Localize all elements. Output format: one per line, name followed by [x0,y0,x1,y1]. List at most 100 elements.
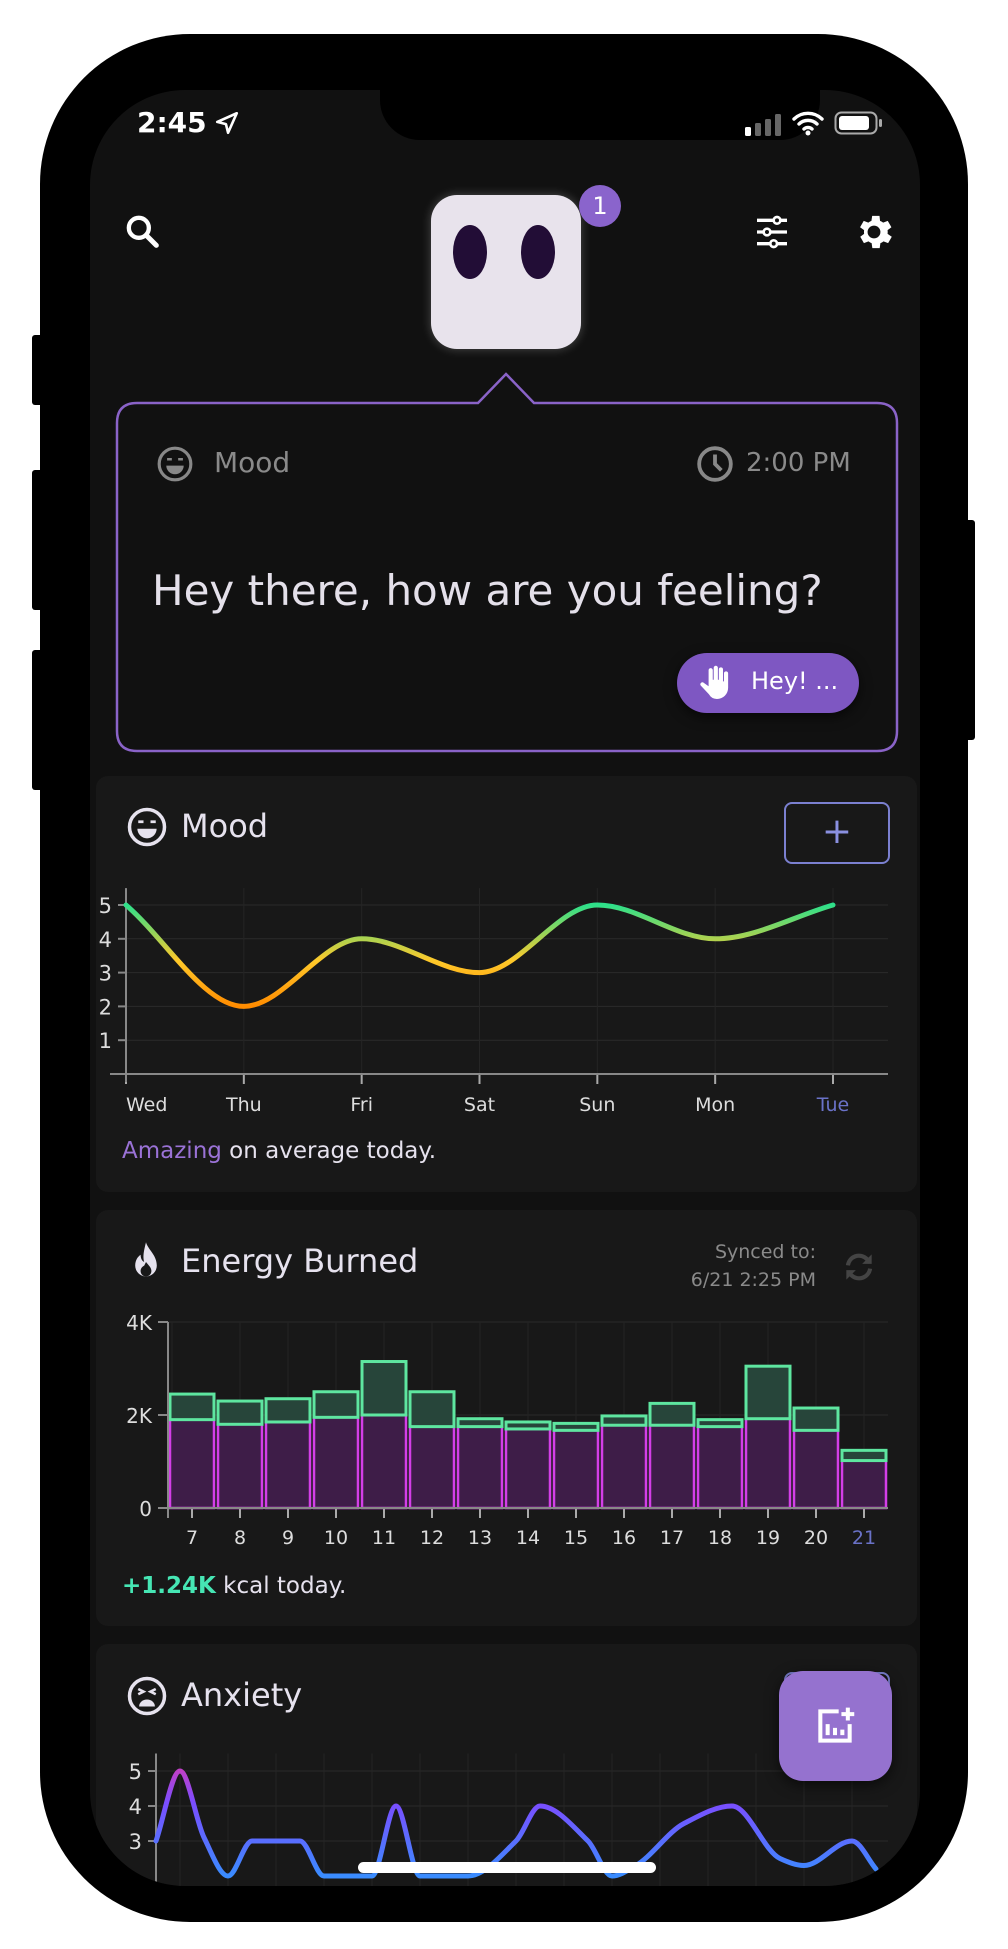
home-indicator[interactable] [358,1862,656,1873]
x-tick-label: Tue [816,1094,849,1116]
synced-time: 6/21 2:25 PM [690,1269,816,1291]
x-tick-label: 11 [372,1527,396,1549]
gear-icon[interactable] [852,210,896,254]
mood-summary-highlight: Amazing [122,1138,222,1164]
energy-bar-active [792,1406,840,1432]
energy-bar-active [840,1448,888,1463]
energy-bar-active [504,1420,552,1431]
chart-add-icon [818,1707,855,1743]
y-tick-label: 2K [126,1404,153,1428]
y-tick-label: 1 [99,1029,112,1053]
mood-card [96,776,917,1192]
y-tick-label: 5 [129,1760,142,1784]
reply-hey-button[interactable]: Hey! ... [677,653,859,713]
mood-summary: Amazing on average today. [122,1138,436,1164]
x-tick-label: 9 [282,1527,294,1549]
status-time: 2:45 [137,106,207,139]
energy-bar-resting [744,1417,792,1510]
wifi-icon [792,111,824,136]
x-tick-label: 20 [804,1527,828,1549]
x-tick-label: Mon [695,1094,735,1116]
volume-down-button [32,650,42,790]
add-mood-button[interactable]: + [784,802,890,864]
assistant-avatar[interactable] [431,195,581,349]
energy-bar-active [600,1414,648,1427]
x-tick-label: Sat [464,1094,495,1116]
x-tick-label: 8 [234,1527,246,1549]
x-tick-label: 21 [852,1527,876,1549]
avatar-eye-right [521,225,555,279]
energy-bar-active [168,1392,216,1422]
location-arrow-icon [215,111,239,135]
energy-bar-active [696,1418,744,1429]
y-tick-label: 3 [99,962,112,986]
prompt-category: Mood [214,446,291,479]
energy-bar-resting [456,1425,504,1510]
search-icon[interactable] [123,212,163,252]
energy-summary: +1.24K kcal today. [122,1573,346,1599]
x-tick-label: Thu [225,1094,262,1116]
volume-up-button [32,470,42,610]
energy-chart: 0 2K 4K 7 8 9 10 11 12 13 14 15 16 17 18 19 20 21 [126,1311,888,1549]
x-tick-label: 17 [660,1527,684,1549]
energy-bar-active [360,1360,408,1417]
energy-bar-active [264,1397,312,1424]
energy-summary-text: kcal today. [215,1573,347,1599]
battery-icon [834,111,882,135]
flame-icon [135,1242,157,1277]
energy-bar-active [408,1390,456,1429]
y-tick-label: 0 [139,1497,152,1521]
x-tick-label: 15 [564,1527,588,1549]
power-button [965,520,975,740]
mute-switch [32,335,42,405]
y-tick-label: 3 [129,1830,142,1854]
anxiety-chart: 3 4 5 [129,1753,888,1886]
anxiety-card-title: Anxiety [181,1676,303,1714]
energy-bar-active [216,1399,264,1426]
y-tick-label: 2 [99,995,112,1019]
x-tick-label: 16 [612,1527,636,1549]
mood-summary-text: on average today. [221,1138,437,1164]
y-tick-label: 5 [99,894,112,918]
notification-badge: 1 [579,185,621,227]
mood-face-icon [157,446,193,482]
x-tick-label: 19 [756,1527,780,1549]
add-tracker-fab[interactable] [779,1671,892,1781]
x-tick-label: 18 [708,1527,732,1549]
x-tick-label: 7 [186,1527,198,1549]
raised-hand-icon [700,665,729,699]
mood-laughing-icon [127,807,167,847]
y-tick-label: 4 [129,1795,142,1819]
mood-card-title: Mood [181,807,269,845]
x-tick-label: 13 [468,1527,492,1549]
anxiety-face-icon [127,1676,167,1716]
y-tick-label: 4 [99,928,112,952]
sync-status: Synced to: 6/21 2:25 PM [650,1238,816,1294]
sliders-icon[interactable] [752,212,792,252]
energy-bar-resting [216,1423,264,1510]
avatar-eye-left [453,225,487,279]
reply-hey-label: Hey! ... [751,667,839,695]
energy-bar-active [312,1390,360,1419]
energy-bar-resting [552,1429,600,1510]
synced-label: Synced to: [714,1241,816,1263]
x-tick-label: Fri [350,1094,373,1116]
app-screen: 2:45 1 Mood 2:00 PM Hey there, how are y… [90,90,920,1886]
mood-chart: 1 2 3 4 5 Wed Thu Fri Sat Sun Mon Tue [99,888,888,1116]
prompt-time: 2:00 PM [746,448,851,478]
energy-summary-highlight: +1.24K [122,1573,216,1599]
x-tick-label: 14 [516,1527,540,1549]
signal-icon [745,114,781,136]
energy-bar-resting [696,1425,744,1510]
clock-icon [697,446,733,482]
sync-icon[interactable] [840,1246,878,1288]
x-tick-label: 10 [324,1527,348,1549]
x-tick-label: 12 [420,1527,444,1549]
energy-bar-resting [360,1413,408,1510]
prompt-question: Hey there, how are you feeling? [152,566,823,615]
energy-card-title: Energy Burned [181,1242,419,1280]
y-tick-label: 4K [126,1311,153,1335]
energy-bar-resting [264,1420,312,1510]
x-tick-label: Sun [579,1094,615,1116]
x-tick-label: Wed [126,1094,167,1116]
